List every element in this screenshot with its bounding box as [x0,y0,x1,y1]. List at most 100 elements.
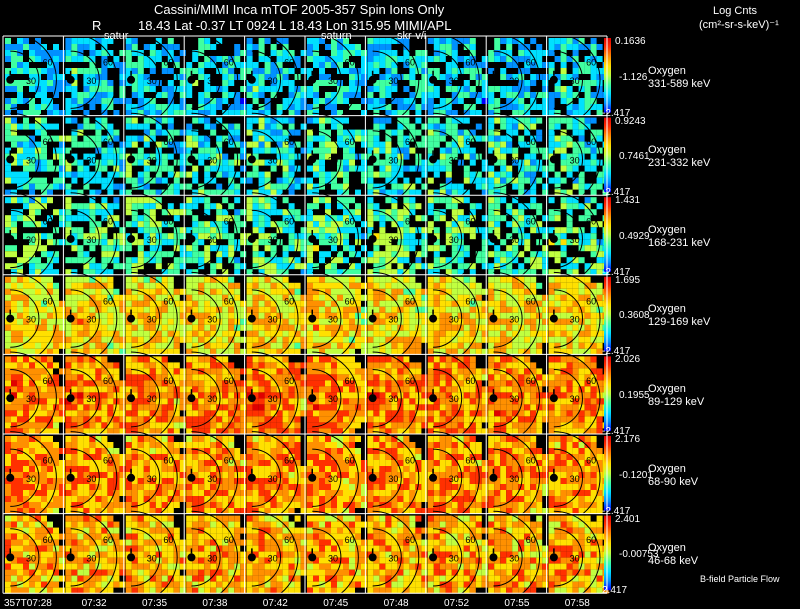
contour-label-30: 30 [147,155,157,165]
contour-label-30: 30 [86,394,96,404]
species-label: Oxygen [648,144,686,157]
contour-label-60: 60 [103,296,113,306]
heatmap-image: 30 60 [548,192,609,286]
heatmap-image: 30 60 [186,112,247,207]
contour-label-60: 60 [43,217,53,227]
position-label-r: R [92,18,102,33]
scale-max-label: 1.431 [615,195,641,207]
contour-label-30: 30 [570,76,580,86]
energy-range-label: 129-169 keV [648,316,711,329]
heatmap-image: 30 60 [246,510,307,605]
contour-label-30: 30 [449,315,459,325]
heatmap-image: 30 60 [427,510,488,605]
scale-mid-label: 0.1955 [619,390,650,402]
contour-label-60: 60 [345,217,355,227]
contour-label-60: 60 [224,296,234,306]
heatmap-image: 30 60 [367,112,428,207]
heatmap-image: 30 60 [5,431,65,525]
contour-label-60: 60 [586,217,596,227]
contour-label-30: 30 [86,155,96,165]
contour-label-60: 60 [103,455,113,465]
contour-label-60: 60 [586,455,596,465]
heatmap-image: 30 60 [246,351,307,445]
chart-title: Cassini/MIMI Inca mTOF 2005-357 Spin Ion… [154,2,445,17]
contour-label-30: 30 [570,553,580,563]
contour-label-30: 30 [388,553,398,563]
contour-label-60: 60 [43,57,53,67]
contour-label-60: 60 [465,376,475,386]
heatmap-image: 30 60 [307,33,367,127]
contour-label-30: 30 [449,394,459,404]
contour-label-30: 30 [26,155,36,165]
contour-label-60: 60 [405,376,415,386]
scale-max-label: 2.401 [615,513,641,525]
contour-label-60: 60 [224,217,234,227]
contour-label-60: 60 [465,535,475,545]
contour-label-60: 60 [43,137,53,147]
energy-range-label: 168-231 keV [648,236,711,249]
contour-label-30: 30 [207,474,217,484]
contour-label-60: 60 [586,57,596,67]
heatmap-image: 30 60 [125,510,186,605]
contour-label-30: 30 [147,394,157,404]
contour-label-30: 30 [147,474,157,484]
contour-label-30: 30 [509,394,519,404]
heatmap-image: 30 60 [246,112,307,207]
contour-label-60: 60 [43,455,53,465]
contour-label-60: 60 [284,137,294,147]
energy-range-label: 89-129 keV [648,396,705,409]
heatmap-image: 30 60 [488,112,549,207]
heatmap-image: 30 60 [488,33,549,127]
x-tick-label: 07:48 [383,598,409,609]
contour-label-30: 30 [207,315,217,325]
heatmap-image: 30 60 [488,351,549,445]
contour-label-30: 30 [26,553,36,563]
contour-label-60: 60 [405,455,415,465]
energy-range-label: 331-589 keV [648,77,711,90]
contour-label-60: 60 [465,217,475,227]
heatmap-image: 30 60 [307,431,367,525]
scale-mid-label: 0.4929 [619,230,650,242]
overlay-label-skr: skr-v/i [397,30,427,42]
contour-label-30: 30 [207,155,217,165]
species-label: Oxygen [648,462,686,475]
contour-label-30: 30 [207,235,217,245]
scale-min-label: -2.417 [602,505,631,517]
contour-label-60: 60 [284,376,294,386]
contour-label-60: 60 [345,296,355,306]
heatmap-image: 30 60 [367,431,428,525]
x-tick-label: 357T07:28 [4,598,52,609]
contour-label-30: 30 [86,474,96,484]
contour-label-60: 60 [224,57,234,67]
contour-label-30: 30 [207,394,217,404]
contour-label-30: 30 [328,394,338,404]
heatmap-image: 30 60 [125,271,186,366]
heatmap-image: 30 60 [427,431,488,525]
contour-label-60: 60 [586,137,596,147]
contour-label-30: 30 [328,315,338,325]
heatmap-image: 30 60 [367,510,428,605]
heatmap-image: 30 60 [246,33,307,127]
contour-label-30: 30 [449,235,459,245]
x-tick-label: 07:55 [504,598,530,609]
heatmap-image: 30 60 [65,271,126,366]
scale-min-label: -2.417 [602,107,631,119]
contour-label-30: 30 [26,474,36,484]
scale-min-label: -2.417 [602,187,631,199]
contour-label-30: 30 [570,394,580,404]
contour-label-60: 60 [103,376,113,386]
contour-label-60: 60 [103,535,113,545]
species-label: Oxygen [648,64,686,77]
overlay-label-satur: satur [104,30,129,42]
contour-label-60: 60 [103,57,113,67]
x-tick-label: 07:35 [142,598,168,609]
contour-label-30: 30 [268,155,278,165]
heatmap-image: 30 60 [5,192,65,286]
heatmap-image: 30 60 [246,271,307,366]
overlay-label-saturn: saturn [321,30,352,42]
contour-label-30: 30 [388,394,398,404]
contour-label-30: 30 [388,76,398,86]
heatmap-image: 30 60 [367,351,428,445]
contour-label-60: 60 [163,137,173,147]
units-title: Log Cnts [713,5,758,17]
